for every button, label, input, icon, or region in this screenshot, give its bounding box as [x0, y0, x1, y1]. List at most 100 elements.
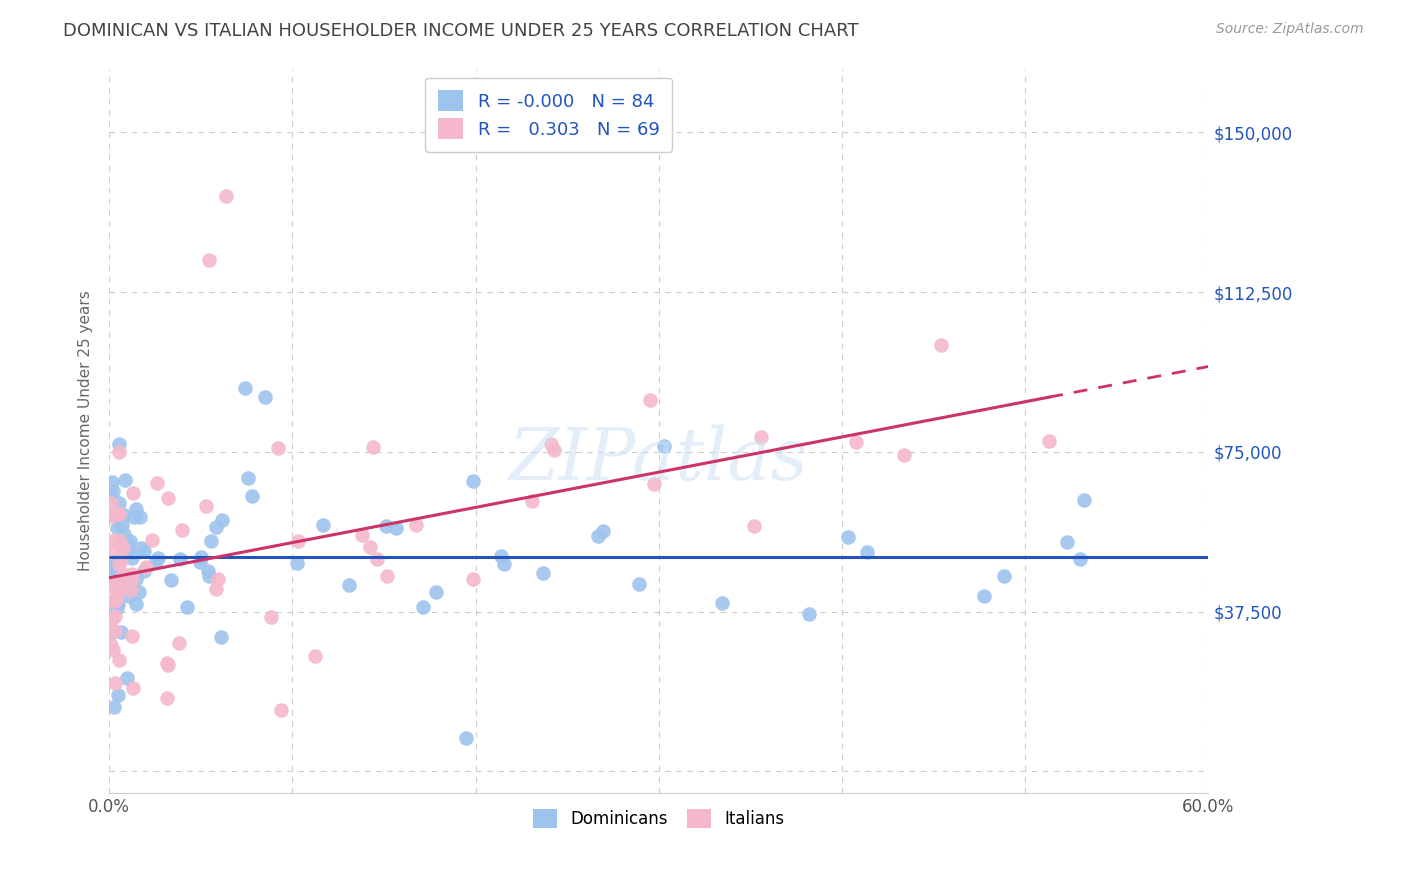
Point	[260, 609, 283, 624]
Point	[118, 533, 141, 548]
Point	[375, 519, 398, 533]
Point	[104, 533, 127, 547]
Point	[100, 595, 122, 609]
Point	[108, 653, 131, 667]
Point	[104, 559, 127, 574]
Point	[749, 430, 772, 444]
Point	[461, 572, 484, 586]
Point	[361, 440, 384, 454]
Text: ZIPatlas: ZIPatlas	[509, 425, 808, 495]
Point	[710, 596, 733, 610]
Point	[107, 688, 129, 702]
Point	[121, 550, 143, 565]
Point	[107, 579, 129, 593]
Point	[117, 537, 139, 551]
Point	[134, 564, 156, 578]
Point	[640, 393, 662, 408]
Point	[238, 471, 260, 485]
Point	[104, 624, 127, 639]
Point	[103, 576, 125, 591]
Point	[101, 643, 124, 657]
Point	[108, 437, 131, 451]
Point	[540, 437, 562, 451]
Point	[1073, 492, 1095, 507]
Point	[188, 555, 211, 569]
Point	[100, 475, 122, 490]
Point	[359, 540, 381, 554]
Point	[120, 583, 142, 598]
Point	[112, 508, 135, 522]
Point	[214, 189, 236, 203]
Point	[100, 487, 122, 501]
Point	[209, 631, 232, 645]
Point	[1069, 552, 1091, 566]
Point	[461, 475, 484, 489]
Point	[531, 566, 554, 580]
Point	[643, 476, 665, 491]
Point	[520, 493, 543, 508]
Point	[543, 442, 565, 457]
Point	[105, 601, 128, 615]
Point	[197, 569, 219, 583]
Point	[176, 600, 198, 615]
Point	[233, 381, 256, 395]
Point	[128, 510, 150, 524]
Point	[120, 573, 142, 587]
Point	[107, 553, 129, 567]
Point	[412, 600, 434, 615]
Point	[125, 501, 148, 516]
Point	[170, 523, 193, 537]
Point	[742, 519, 765, 533]
Point	[112, 541, 135, 555]
Point	[111, 517, 134, 532]
Point	[856, 545, 879, 559]
Point	[267, 442, 290, 456]
Point	[586, 529, 609, 543]
Point	[103, 484, 125, 499]
Point	[100, 495, 122, 509]
Point	[122, 681, 145, 696]
Point	[117, 543, 139, 558]
Point	[135, 560, 157, 574]
Legend: Dominicans, Italians: Dominicans, Italians	[527, 803, 792, 835]
Point	[204, 582, 226, 596]
Point	[101, 594, 124, 608]
Point	[169, 552, 191, 566]
Point	[129, 541, 152, 556]
Point	[993, 569, 1015, 583]
Point	[100, 507, 122, 521]
Point	[115, 671, 138, 685]
Point	[253, 390, 276, 404]
Point	[103, 700, 125, 714]
Point	[652, 439, 675, 453]
Point	[124, 597, 146, 611]
Point	[118, 579, 141, 593]
Point	[156, 691, 179, 706]
Point	[108, 581, 131, 595]
Point	[156, 657, 179, 672]
Point	[122, 486, 145, 500]
Point	[628, 577, 651, 591]
Point	[110, 624, 132, 639]
Point	[837, 530, 859, 544]
Point	[100, 579, 122, 593]
Point	[107, 507, 129, 521]
Point	[100, 558, 122, 573]
Point	[287, 533, 309, 548]
Point	[270, 703, 292, 717]
Point	[929, 338, 952, 352]
Point	[121, 629, 143, 643]
Point	[101, 541, 124, 556]
Point	[108, 557, 131, 571]
Point	[122, 510, 145, 524]
Point	[145, 554, 167, 568]
Point	[112, 526, 135, 541]
Point	[200, 534, 222, 549]
Point	[114, 473, 136, 487]
Point	[128, 585, 150, 599]
Point	[194, 499, 217, 513]
Point	[350, 528, 373, 542]
Point	[337, 578, 360, 592]
Point	[124, 572, 146, 586]
Point	[101, 612, 124, 626]
